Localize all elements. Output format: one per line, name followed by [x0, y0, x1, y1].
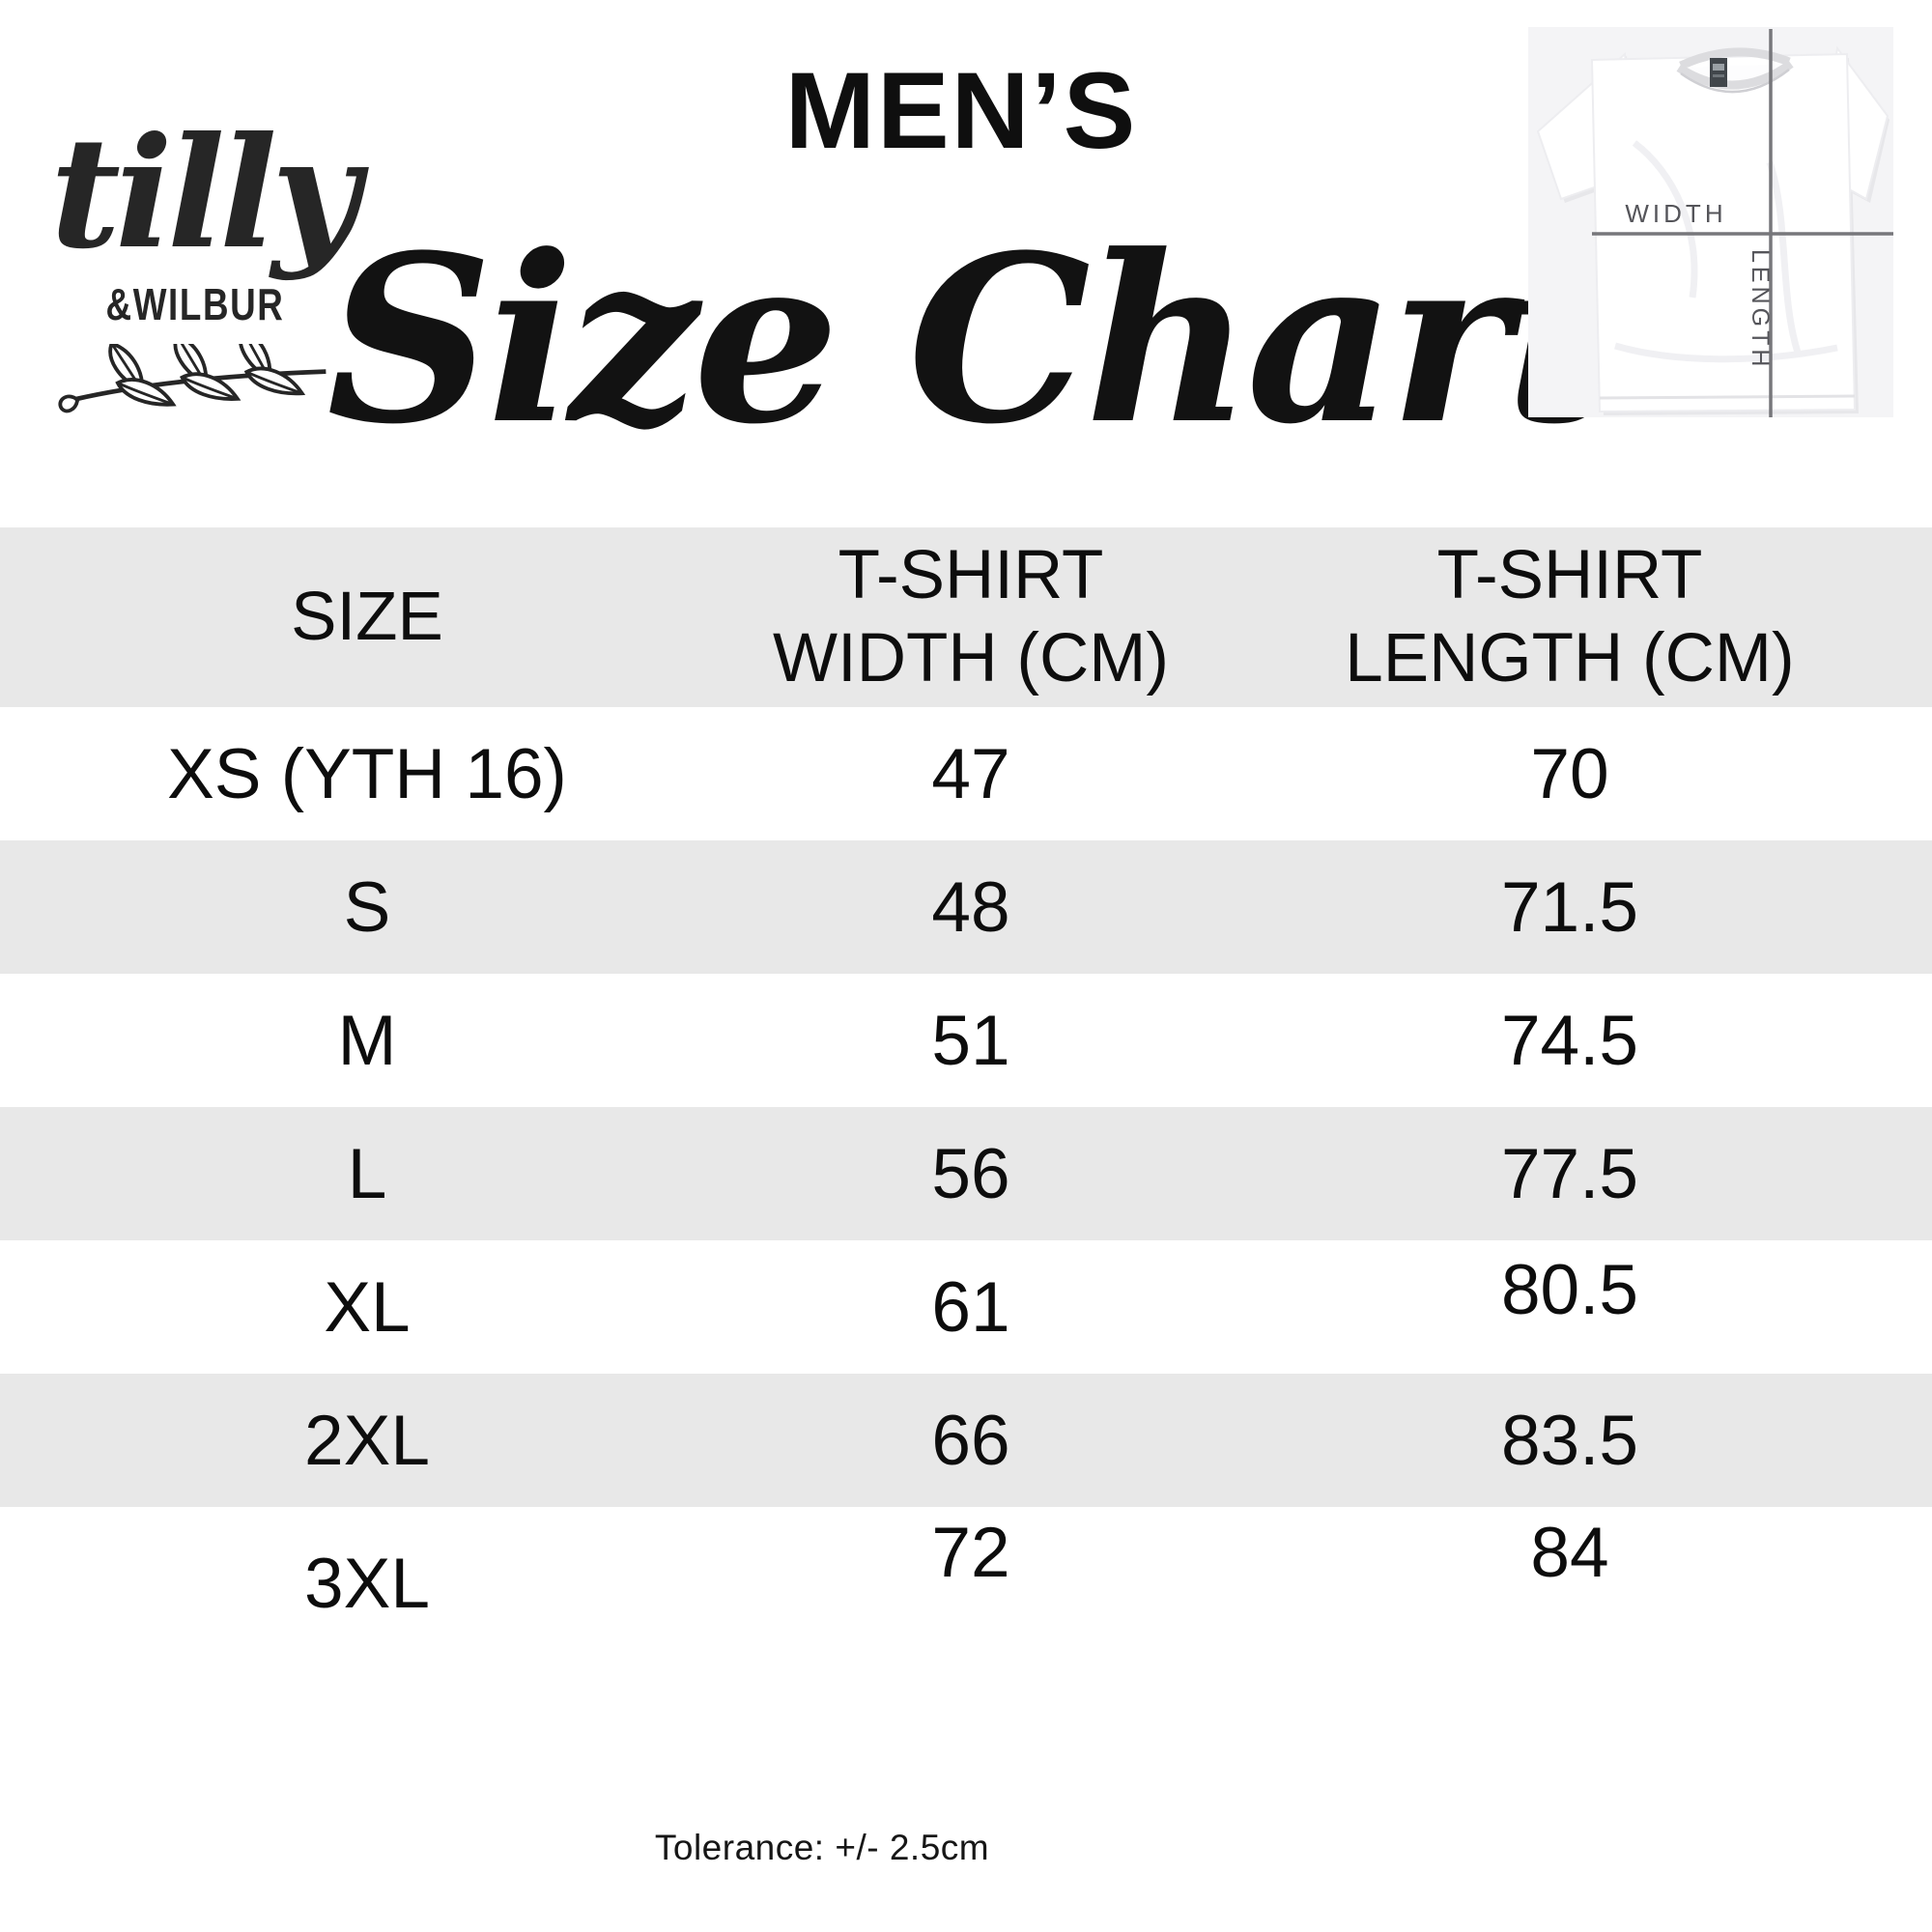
length-cell: 71.5	[1500, 867, 1639, 947]
table-row-m: M 51 74.5	[0, 974, 1932, 1107]
laurel-branch-icon	[58, 344, 327, 413]
page-title: Size Chart	[327, 206, 1611, 475]
tshirt-measurement-diagram: WIDTH LENGTH	[1528, 27, 1893, 417]
size-cell: M	[337, 1001, 397, 1080]
size-cell: L	[347, 1134, 387, 1213]
tolerance-note: Tolerance: +/- 2.5cm	[654, 1828, 990, 1867]
column-header-line: WIDTH (CM)	[772, 620, 1170, 696]
column-header-width: T-SHIRT WIDTH (CM)	[734, 527, 1208, 707]
brand-name-script: tilly	[50, 104, 360, 283]
table-row-2xl: 2XL 66 83.5	[0, 1374, 1932, 1507]
category-heading: MEN’S	[784, 50, 1138, 171]
column-header-line: SIZE	[291, 579, 443, 655]
size-cell: XL	[324, 1267, 411, 1347]
brand-name-caps: &WILBUR	[105, 279, 285, 330]
width-cell: 61	[931, 1267, 1010, 1347]
width-cell: 66	[931, 1401, 1010, 1480]
column-header-size: SIZE	[0, 527, 734, 707]
length-cell: 77.5	[1500, 1134, 1639, 1213]
table-row-xs: XS (YTH 16) 47 70	[0, 707, 1932, 840]
column-header-line: T-SHIRT	[838, 537, 1104, 613]
width-cell: 47	[931, 734, 1010, 813]
table-row-xl: XL 61 80.5	[0, 1240, 1932, 1374]
column-header-line: T-SHIRT	[1436, 537, 1703, 613]
table-row-3xl: 3XL 72 84	[0, 1507, 1932, 1640]
size-cell: XS (YTH 16)	[167, 734, 567, 813]
length-label: LENGTH	[1747, 249, 1774, 370]
size-table-header-row: SIZE T-SHIRT WIDTH (CM) T-SHIRT LENGTH (…	[0, 527, 1932, 707]
length-cell: 84	[1530, 1513, 1609, 1592]
table-row-l: L 56 77.5	[0, 1107, 1932, 1240]
table-row-s: S 48 71.5	[0, 840, 1932, 974]
width-cell: 51	[931, 1001, 1010, 1080]
size-cell: S	[343, 867, 391, 947]
size-cell: 2XL	[304, 1401, 430, 1480]
width-cell: 56	[931, 1134, 1010, 1213]
width-label: WIDTH	[1625, 199, 1726, 228]
brand-logo: tilly &WILBUR	[50, 104, 360, 425]
size-table: SIZE T-SHIRT WIDTH (CM) T-SHIRT LENGTH (…	[0, 527, 1932, 1640]
length-cell: 83.5	[1500, 1401, 1639, 1480]
length-cell: 80.5	[1500, 1250, 1639, 1329]
column-header-length: T-SHIRT LENGTH (CM)	[1208, 527, 1932, 707]
tshirt-image: WIDTH LENGTH	[1536, 29, 1893, 417]
size-cell: 3XL	[304, 1544, 430, 1623]
length-cell: 70	[1530, 734, 1609, 813]
width-cell: 48	[931, 867, 1010, 947]
column-header-line: LENGTH (CM)	[1345, 620, 1795, 696]
width-cell: 72	[931, 1513, 1010, 1592]
length-cell: 74.5	[1500, 1001, 1639, 1080]
